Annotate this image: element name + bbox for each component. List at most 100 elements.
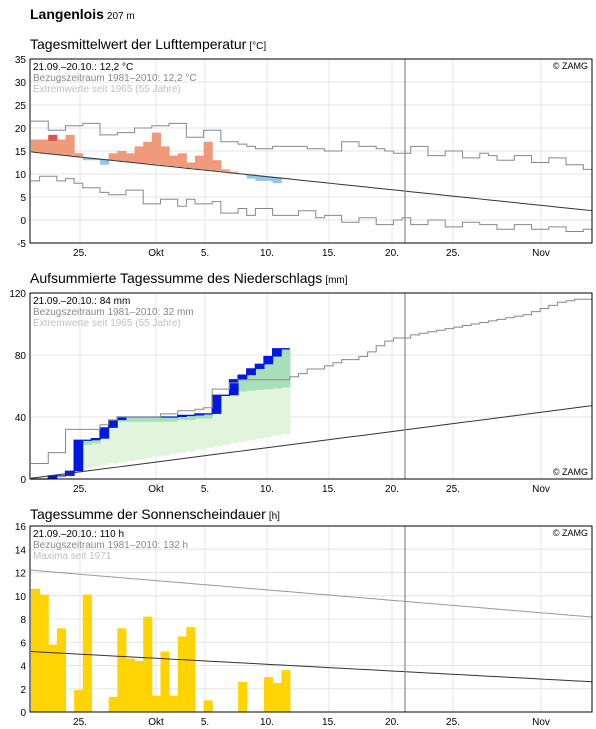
precipitation-surplus-area — [160, 417, 170, 456]
x-tick-label: Okt — [148, 484, 164, 495]
y-tick-label: 120 — [9, 290, 26, 300]
precipitation-daily-increment — [212, 395, 222, 414]
x-tick-label: Nov — [532, 484, 550, 495]
x-tick-label: 10. — [260, 248, 274, 256]
temperature-bar — [255, 175, 265, 181]
precipitation-daily-increment — [117, 417, 127, 421]
precipitation-surplus-area — [281, 348, 291, 435]
x-tick-label: 25. — [73, 717, 87, 728]
y-tick-label: 12 — [15, 569, 27, 580]
sunshine-chart: 16 14 12 10 8 6 4 2 0 25. Okt 5. 10. 15. 20. 25. Nov 21.0… — [15, 523, 593, 728]
copyright-label: © ZAMG — [553, 61, 588, 71]
temperature-bar — [229, 171, 239, 173]
precipitation-surplus-area — [255, 364, 265, 439]
sunshine-chart-title: Tagessumme der Sonnenscheindauer [h] — [30, 506, 280, 522]
temperature-reference-line — [30, 151, 593, 212]
precipitation-surplus-strong — [186, 415, 196, 421]
sunshine-bar — [186, 627, 196, 712]
temperature-bar — [264, 176, 274, 181]
temperature-bar — [143, 141, 153, 164]
sunshine-bar — [264, 677, 274, 712]
precipitation-daily-increment — [100, 427, 110, 439]
y-tick-label: 30 — [15, 78, 27, 89]
precipitation-surplus-area — [108, 420, 118, 464]
x-tick-label: 15. — [322, 248, 336, 256]
sunshine-bar — [125, 658, 136, 712]
sunshine-bar — [48, 644, 58, 712]
precipitation-surplus-strong — [160, 417, 170, 422]
precipitation-surplus-area — [82, 440, 92, 469]
x-tick-label: 25. — [73, 248, 87, 256]
temperature-record-marker — [48, 134, 58, 141]
y-tick-label: 0 — [20, 708, 26, 719]
precipitation-surplus-strong — [272, 348, 282, 389]
sunshine-bar — [169, 695, 179, 712]
temperature-bar — [203, 141, 213, 170]
precipitation-daily-increment — [272, 348, 282, 357]
y-tick-label: 80 — [15, 351, 27, 362]
x-tick-label: 25. — [446, 484, 460, 495]
sunshine-bar — [31, 588, 41, 712]
temperature-bar — [125, 153, 136, 163]
precipitation-surplus-strong — [203, 413, 213, 419]
temperature-bar — [134, 146, 144, 163]
x-tick-label: 15. — [322, 717, 336, 728]
x-tick-label: Nov — [532, 248, 550, 256]
station-name: Langenlois — [30, 6, 104, 22]
y-tick-label: 10 — [15, 592, 27, 603]
temperature-bar — [151, 132, 161, 165]
temperature-title-text: Tagesmittelwert der Lufttemperatur — [30, 36, 247, 52]
y-tick-label: 4 — [20, 662, 26, 673]
precipitation-surplus-area — [212, 395, 222, 447]
temperature-bar — [82, 157, 92, 161]
info-line-2: Bezugszeitraum 1981–2010: 132 h — [33, 540, 188, 551]
precipitation-title-text: Aufsummierte Tagessumme des Niederschlag… — [30, 270, 323, 286]
sunshine-bar — [151, 695, 161, 712]
x-tick-label: Nov — [532, 717, 550, 728]
precipitation-total-line — [31, 348, 290, 480]
x-tick-label: Okt — [148, 717, 164, 728]
temperature-bar — [100, 159, 110, 165]
precipitation-surplus-area — [91, 438, 101, 467]
precipitation-daily-increment — [177, 415, 187, 417]
precipitation-surplus-strong — [134, 417, 144, 422]
y-tick-label: 0 — [20, 475, 26, 486]
precipitation-surplus-strong — [169, 417, 179, 422]
info-line-2: Bezugszeitraum 1981–2010: 12,2 °C — [33, 73, 197, 84]
precipitation-surplus-area — [143, 417, 153, 459]
precipitation-unit: [mm] — [325, 275, 348, 286]
sunshine-bar — [117, 628, 127, 712]
precipitation-surplus-area — [246, 368, 256, 441]
precipitation-surplus-strong — [238, 375, 248, 392]
sunshine-bar — [108, 696, 118, 712]
temperature-chart: 35 30 25 20 15 10 5 0 -5 25. Okt 5. 10. 15. 20. 25. Nov 2… — [15, 56, 593, 256]
copyright-label: © ZAMG — [553, 528, 588, 538]
sunshine-bar — [160, 651, 170, 712]
temperature-bar — [65, 134, 75, 156]
precipitation-extreme-line — [31, 298, 592, 464]
temperature-bar — [108, 153, 118, 161]
plot-frame — [29, 58, 593, 244]
precipitation-surplus-area — [238, 375, 248, 442]
x-tick-label: 20. — [385, 717, 399, 728]
precipitation-surplus-area — [186, 415, 196, 452]
precipitation-daily-increment — [238, 375, 248, 380]
precipitation-surplus-strong — [82, 440, 92, 445]
x-tick-label: 5. — [201, 484, 209, 495]
precipitation-surplus-strong — [255, 364, 265, 390]
precipitation-surplus-area — [117, 417, 127, 463]
sunshine-bar — [74, 689, 84, 712]
y-tick-label: 8 — [20, 615, 26, 626]
plot-frame — [29, 525, 593, 713]
precipitation-surplus-strong — [151, 417, 161, 422]
precipitation-daily-increment — [194, 413, 205, 416]
station-header: Langenlois 207 m — [30, 6, 135, 22]
info-line-3: Maxima seit 1971 — [33, 551, 112, 562]
temperature-bar — [169, 155, 179, 167]
precipitation-chart-title: Aufsummierte Tagessumme des Niederschlag… — [30, 270, 348, 286]
y-tick-label: 10 — [15, 170, 27, 181]
sunshine-bar — [238, 681, 248, 712]
info-line-1: 21.09.–20.10.: 12,2 °C — [33, 62, 133, 73]
sunshine-bar — [39, 594, 49, 712]
y-tick-label: 5 — [20, 193, 26, 204]
